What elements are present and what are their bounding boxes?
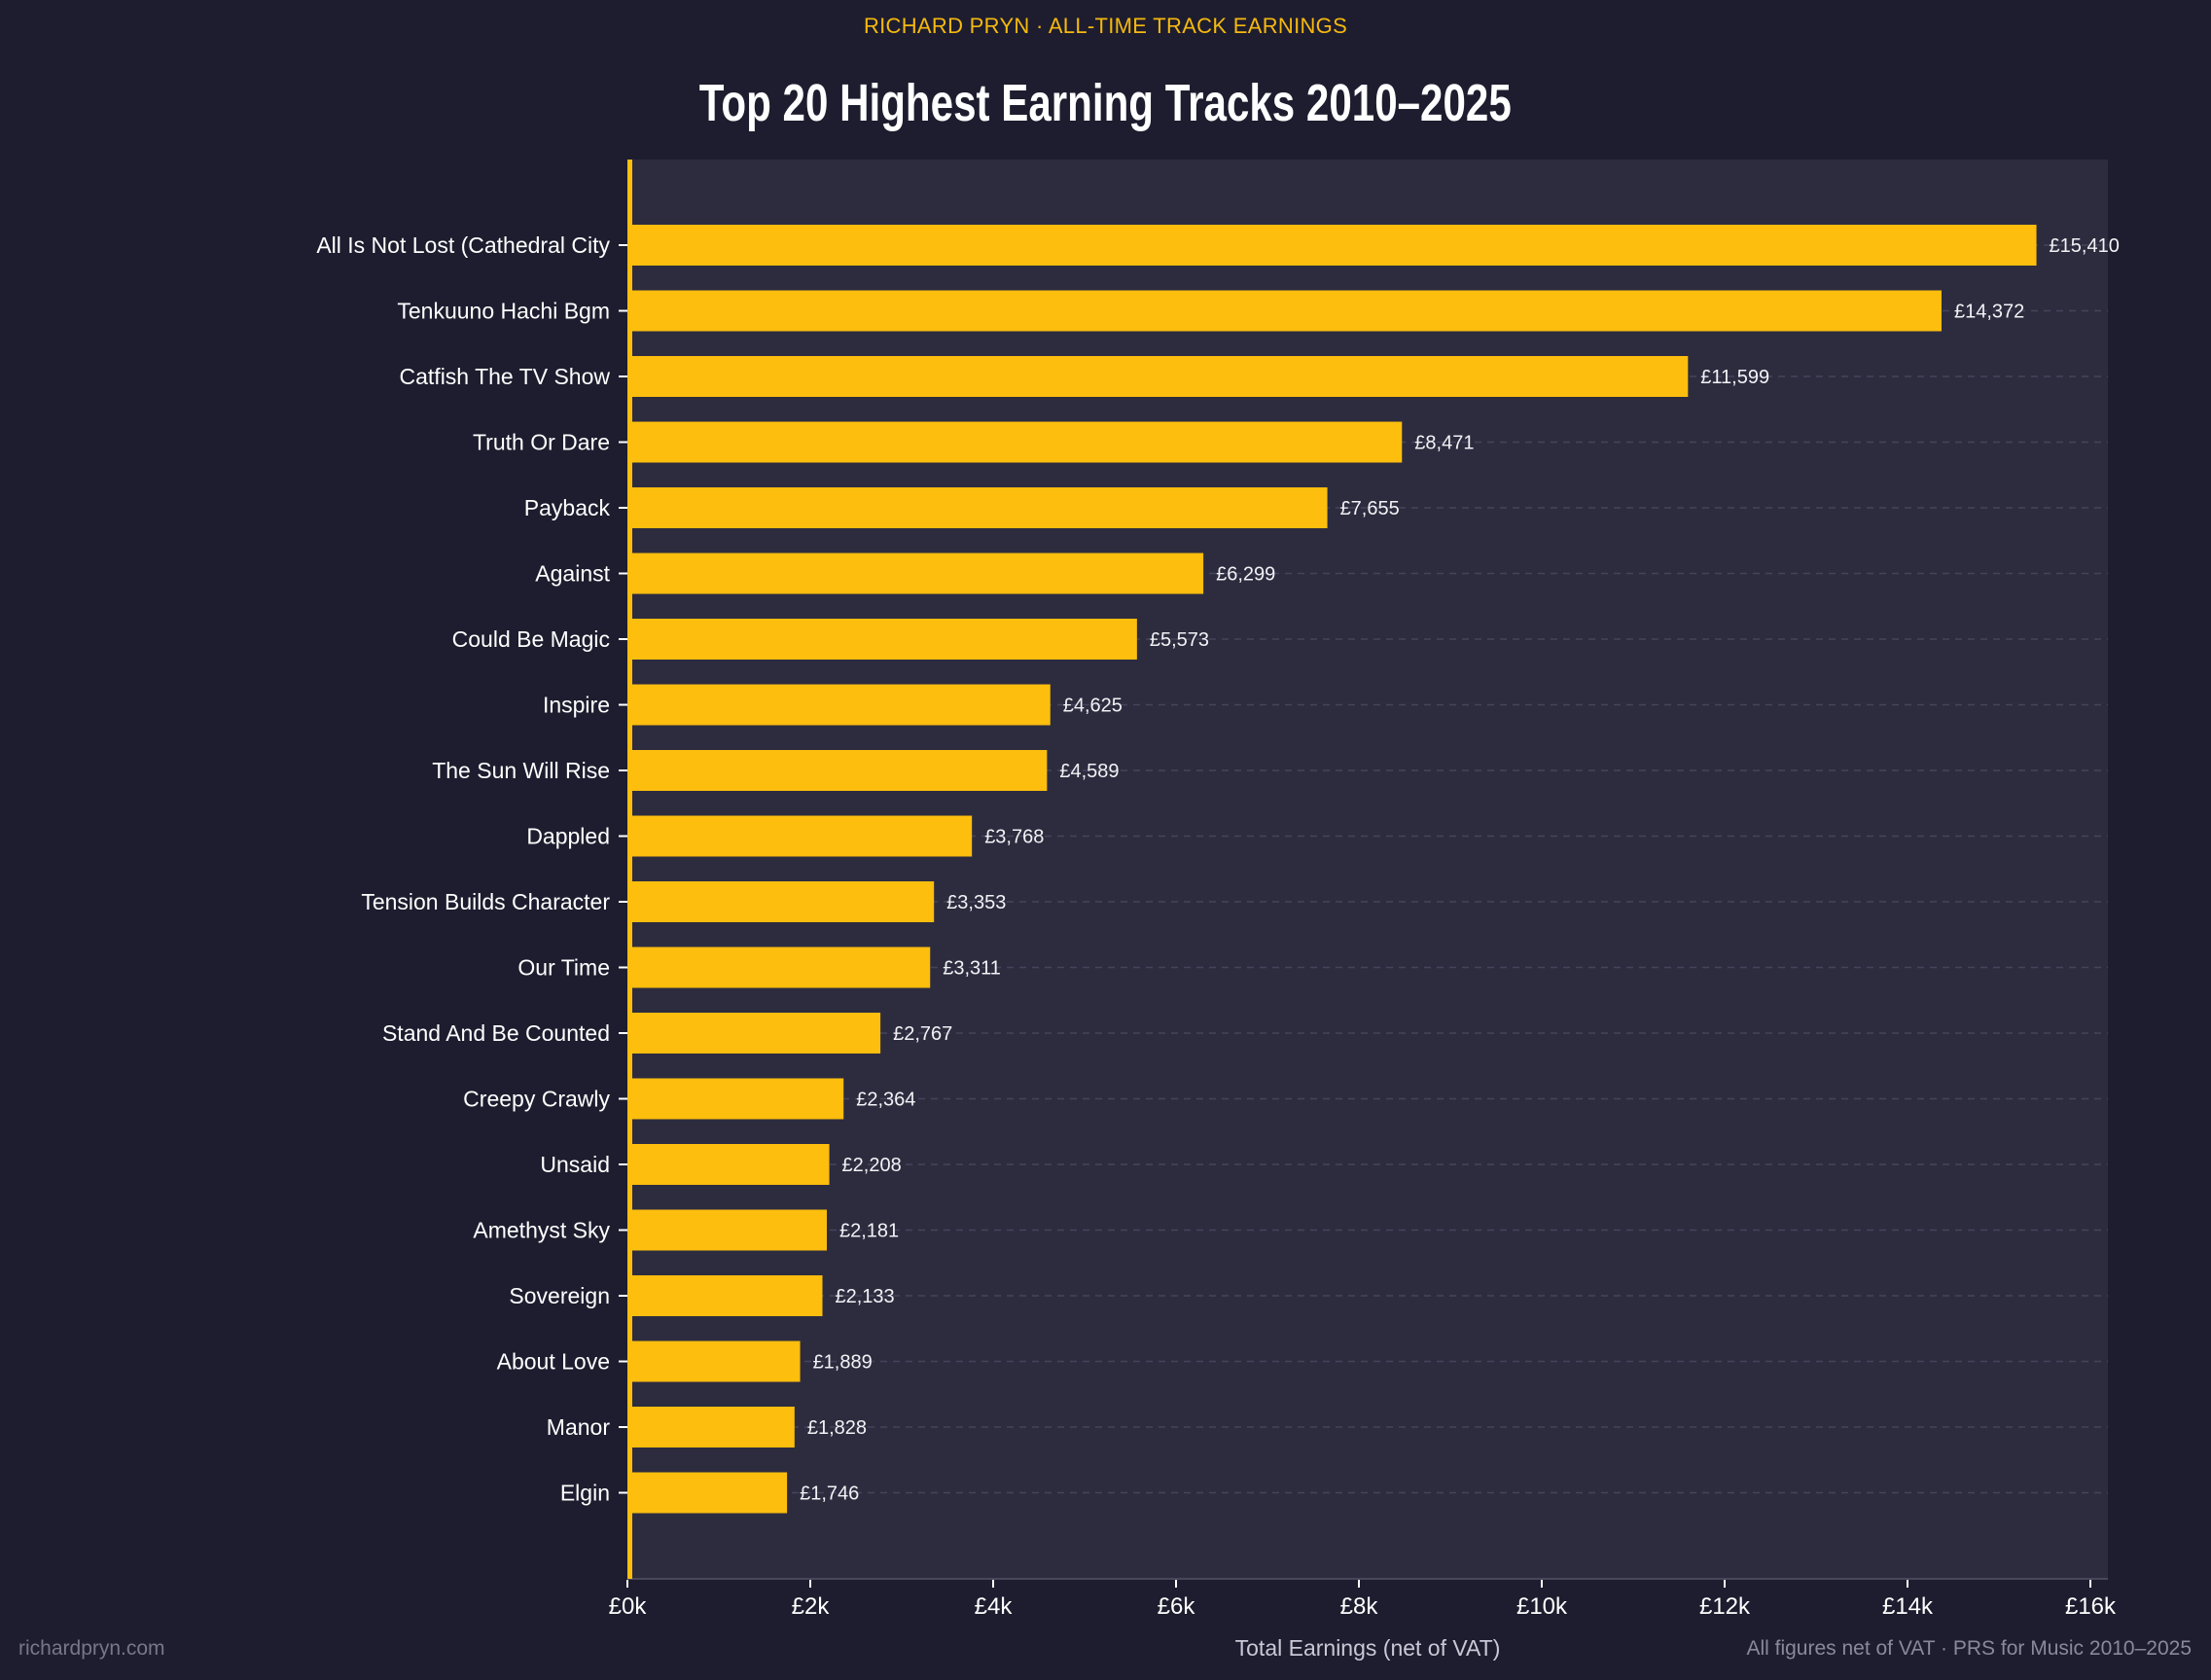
bar bbox=[627, 947, 931, 988]
bar bbox=[627, 290, 1942, 332]
bar-value-label: £2,767 bbox=[893, 1023, 952, 1045]
x-tick-label: £14k bbox=[1882, 1593, 1934, 1620]
y-axis-line bbox=[627, 160, 632, 1579]
bar bbox=[627, 1078, 844, 1120]
bar bbox=[627, 553, 1204, 594]
bar bbox=[627, 619, 1137, 660]
bar-value-label: £2,208 bbox=[842, 1155, 902, 1176]
bar bbox=[627, 881, 935, 922]
bar bbox=[627, 1209, 828, 1251]
bar-value-label: £7,655 bbox=[1340, 498, 1400, 519]
bar bbox=[627, 750, 1048, 791]
category-label: About Love bbox=[497, 1349, 610, 1375]
bar-value-label: £1,828 bbox=[807, 1417, 867, 1439]
x-axis-title: Total Earnings (net of VAT) bbox=[1234, 1635, 1501, 1661]
category-label: Manor bbox=[547, 1414, 611, 1440]
bar-value-label: £3,311 bbox=[943, 958, 1001, 980]
bar-value-label: £3,353 bbox=[946, 892, 1006, 913]
bar-value-label: £1,746 bbox=[800, 1483, 859, 1505]
y-axis-labels: All Is Not Lost (Cathedral City Tenkuuno … bbox=[316, 232, 627, 1506]
bar bbox=[627, 1407, 795, 1448]
category-label: Creepy Crawly bbox=[463, 1087, 610, 1112]
x-tick-label: £6k bbox=[1158, 1593, 1196, 1620]
bar-value-label: £11,599 bbox=[1700, 367, 1769, 388]
footer-source-note: All figures net of VAT · PRS for Music 2… bbox=[1746, 1637, 2192, 1660]
category-label: The Sun Will Rise bbox=[432, 758, 610, 783]
bar-value-label: £3,768 bbox=[984, 827, 1044, 848]
bar-value-label: £2,364 bbox=[856, 1090, 915, 1111]
x-tick-label: £16k bbox=[2065, 1593, 2117, 1620]
bar bbox=[627, 1340, 801, 1382]
bar-value-label: £4,625 bbox=[1063, 696, 1123, 717]
category-label: Amethyst Sky bbox=[473, 1218, 610, 1243]
x-tick-label: £10k bbox=[1516, 1593, 1568, 1620]
x-tick-label: £0k bbox=[609, 1593, 648, 1620]
bar-value-label: £15,410 bbox=[2050, 235, 2120, 257]
bar-value-label: £14,372 bbox=[1954, 302, 2024, 323]
bar-value-label: £5,573 bbox=[1150, 629, 1209, 651]
category-label: Sovereign bbox=[509, 1283, 610, 1308]
category-label: Catfish The TV Show bbox=[400, 364, 611, 389]
bar-value-label: £8,471 bbox=[1414, 433, 1474, 454]
category-label: Against bbox=[535, 561, 610, 587]
chart-subtitle: RICHARD PRYN · ALL-TIME TRACK EARNINGS bbox=[863, 14, 1348, 38]
category-label: Stand And Be Counted bbox=[382, 1020, 610, 1046]
bars bbox=[627, 225, 2037, 1514]
x-axis: £0k £2k £4k £6k £8k £10k £12k £14k £16k bbox=[609, 1578, 2117, 1620]
bar bbox=[627, 815, 973, 857]
footer-website: richardpryn.com bbox=[18, 1637, 165, 1660]
bar-value-label: £1,889 bbox=[813, 1352, 873, 1374]
x-tick-label: £4k bbox=[975, 1593, 1014, 1620]
bar bbox=[627, 1144, 830, 1185]
category-label: Inspire bbox=[543, 693, 610, 718]
category-label: Elgin bbox=[560, 1481, 610, 1506]
category-label: Dappled bbox=[526, 824, 610, 849]
bar-value-label: £2,181 bbox=[839, 1221, 899, 1242]
bar bbox=[627, 487, 1328, 528]
bar-value-label: £6,299 bbox=[1216, 564, 1275, 586]
x-tick-label: £2k bbox=[792, 1593, 831, 1620]
bar bbox=[627, 1013, 881, 1054]
bar bbox=[627, 356, 1689, 397]
value-labels: £15,410 £14,372 £11,599 £8,471 £7,655 £6,299 £… bbox=[800, 235, 2120, 1505]
bar-value-label: £2,133 bbox=[836, 1286, 895, 1307]
category-label: Our Time bbox=[517, 955, 610, 981]
category-label: Could Be Magic bbox=[452, 626, 610, 652]
bar bbox=[627, 1472, 788, 1514]
bar-value-label: £4,589 bbox=[1059, 761, 1119, 782]
bar bbox=[627, 421, 1403, 463]
category-label: Tension Builds Character bbox=[361, 889, 610, 914]
bar bbox=[627, 225, 2037, 266]
category-label: Tenkuuno Hachi Bgm bbox=[397, 299, 610, 324]
bar bbox=[627, 1275, 823, 1316]
chart-title-text: Top 20 Highest Earning Tracks 2010–2025 bbox=[698, 74, 1512, 132]
category-label: Truth Or Dare bbox=[473, 430, 610, 455]
category-label: Payback bbox=[524, 495, 611, 520]
category-label: Unsaid bbox=[540, 1152, 610, 1177]
category-label: All Is Not Lost (Cathedral City bbox=[316, 232, 610, 258]
x-tick-label: £12k bbox=[1699, 1593, 1751, 1620]
chart-title: Top 20 Highest Earning Tracks 2010–2025 bbox=[0, 74, 2211, 132]
bar bbox=[627, 684, 1051, 726]
x-tick-label: £8k bbox=[1340, 1593, 1379, 1620]
